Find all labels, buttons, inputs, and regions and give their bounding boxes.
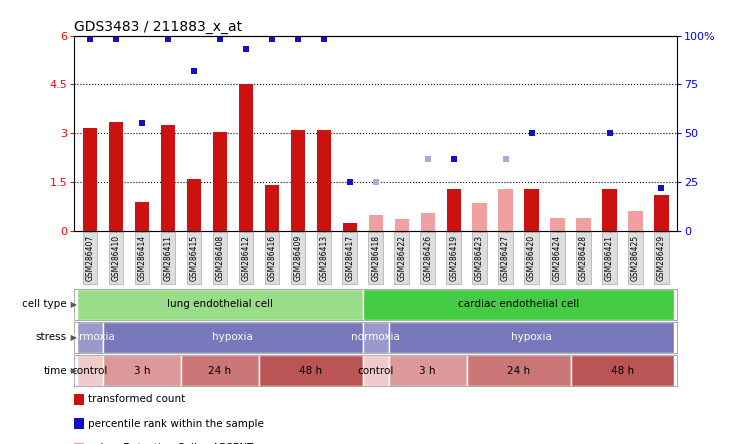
Bar — [363, 355, 388, 386]
Bar — [388, 355, 466, 386]
Bar — [363, 322, 388, 353]
Bar — [181, 355, 259, 386]
Bar — [571, 355, 675, 386]
Text: ▶: ▶ — [68, 333, 77, 342]
Text: normoxia: normoxia — [65, 333, 115, 342]
Bar — [259, 355, 363, 386]
Bar — [109, 122, 123, 231]
Text: GDS3483 / 211883_x_at: GDS3483 / 211883_x_at — [74, 20, 243, 35]
Text: normoxia: normoxia — [351, 333, 400, 342]
Bar — [388, 322, 675, 353]
Bar — [83, 128, 97, 231]
Text: 48 h: 48 h — [611, 366, 634, 376]
Bar — [187, 179, 201, 231]
Bar — [161, 125, 175, 231]
Bar — [317, 130, 331, 231]
Text: hypoxia: hypoxia — [511, 333, 552, 342]
Bar — [629, 211, 643, 231]
Bar — [498, 189, 513, 231]
Text: control: control — [358, 366, 394, 376]
Text: cell type: cell type — [22, 299, 67, 309]
Bar — [551, 218, 565, 231]
Bar — [213, 131, 227, 231]
Bar — [368, 214, 383, 231]
Text: transformed count: transformed count — [88, 394, 185, 404]
Text: value, Detection Call = ABSENT: value, Detection Call = ABSENT — [88, 443, 253, 444]
Bar — [103, 322, 363, 353]
Bar — [603, 189, 617, 231]
Bar — [103, 355, 181, 386]
Bar — [239, 84, 253, 231]
Bar — [654, 195, 669, 231]
Bar — [342, 223, 357, 231]
Bar — [525, 189, 539, 231]
Bar — [77, 289, 363, 320]
Bar — [77, 322, 103, 353]
Bar — [466, 355, 571, 386]
Text: percentile rank within the sample: percentile rank within the sample — [88, 419, 263, 428]
Text: 3 h: 3 h — [134, 366, 150, 376]
Text: lung endothelial cell: lung endothelial cell — [167, 299, 273, 309]
Bar — [394, 219, 409, 231]
Text: 24 h: 24 h — [507, 366, 530, 376]
Bar — [577, 218, 591, 231]
Text: ▶: ▶ — [68, 300, 77, 309]
Bar — [291, 130, 305, 231]
Text: 3 h: 3 h — [420, 366, 436, 376]
Bar — [420, 213, 434, 231]
Text: hypoxia: hypoxia — [213, 333, 253, 342]
Text: time: time — [43, 366, 67, 376]
Bar — [135, 202, 149, 231]
Bar — [446, 189, 461, 231]
Text: control: control — [72, 366, 108, 376]
Text: cardiac endothelial cell: cardiac endothelial cell — [458, 299, 580, 309]
Text: 48 h: 48 h — [299, 366, 322, 376]
Bar — [363, 289, 675, 320]
Bar — [472, 203, 487, 231]
Bar — [77, 355, 103, 386]
Text: stress: stress — [36, 333, 67, 342]
Text: ▶: ▶ — [68, 366, 77, 375]
Text: 24 h: 24 h — [208, 366, 231, 376]
Bar — [265, 185, 279, 231]
